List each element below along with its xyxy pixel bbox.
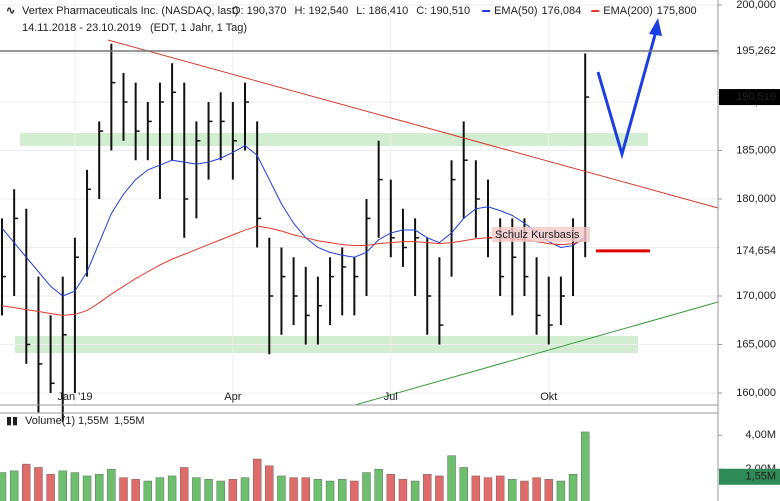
ema-line bbox=[1, 145, 586, 297]
arrowhead bbox=[649, 18, 662, 36]
legend-value: 176,084 bbox=[542, 5, 582, 17]
arrow bbox=[596, 23, 660, 160]
level-label: 174,654 bbox=[736, 245, 776, 257]
y-tick-label: 185,000 bbox=[736, 144, 776, 156]
volume-bar bbox=[471, 475, 481, 501]
annotation: Schulz Kursbasis bbox=[495, 229, 580, 241]
volume-bar bbox=[94, 474, 104, 501]
y-tick-label: 165,000 bbox=[736, 338, 776, 350]
volume-bar bbox=[119, 477, 128, 501]
volume-bar bbox=[216, 480, 225, 501]
volume-bar bbox=[204, 479, 213, 501]
volume-header: 1,55M bbox=[78, 415, 109, 427]
quote: C: 190,510 bbox=[416, 5, 470, 17]
volume-bar bbox=[252, 458, 262, 501]
volume-bar bbox=[228, 479, 238, 501]
x-tick-label: Okt bbox=[540, 391, 557, 403]
volume-bar bbox=[143, 480, 153, 501]
level-label: 190,510 bbox=[736, 91, 776, 103]
volume-bar bbox=[325, 480, 335, 501]
legend-swatch bbox=[591, 10, 600, 12]
volume-bar bbox=[289, 477, 298, 501]
volume-bar bbox=[398, 479, 408, 501]
x-tick-label: Jul bbox=[384, 391, 398, 403]
trendline bbox=[354, 301, 719, 406]
volume-bar bbox=[447, 455, 456, 501]
volume-bar bbox=[483, 477, 493, 501]
level-box bbox=[719, 42, 780, 59]
y-tick-label: 170,000 bbox=[736, 290, 776, 302]
zone bbox=[20, 133, 648, 146]
volume-bar bbox=[0, 472, 7, 501]
volume-bar bbox=[386, 474, 395, 501]
date-range: 14.11.2018 - 23.10.2019 bbox=[22, 22, 141, 34]
volume-bar bbox=[581, 431, 590, 501]
volume-bar bbox=[265, 465, 274, 501]
logo: ∿ bbox=[6, 5, 15, 17]
volume-bar bbox=[495, 475, 505, 501]
y-tick-label: 200,000 bbox=[736, 0, 776, 11]
volume-bar bbox=[532, 477, 541, 501]
level-box bbox=[719, 242, 780, 259]
legend-swatch bbox=[482, 10, 491, 12]
volume-bar bbox=[508, 479, 517, 501]
volume-bar bbox=[374, 468, 383, 501]
trendline bbox=[107, 39, 719, 209]
volume-bar bbox=[301, 477, 310, 501]
annotation-box bbox=[492, 227, 590, 242]
volume-title: Volume(1) bbox=[25, 415, 75, 427]
volume-icon: ▮▮ bbox=[6, 415, 18, 427]
volume-bar bbox=[313, 479, 323, 501]
volume-bar bbox=[277, 475, 286, 501]
volume-bar bbox=[70, 472, 80, 501]
volume-bar bbox=[9, 470, 19, 501]
volume-bar bbox=[556, 480, 566, 501]
legend-value: 175,800 bbox=[657, 5, 697, 17]
ema-line bbox=[1, 225, 586, 316]
volume-bar bbox=[167, 475, 177, 501]
legend-label: EMA(50) bbox=[494, 5, 537, 17]
volume-bar bbox=[34, 467, 43, 501]
volume-bar bbox=[240, 477, 250, 501]
x-tick-label: Apr bbox=[224, 391, 241, 403]
chart-title: Vertex Pharmaceuticals Inc. (NASDAQ, las… bbox=[22, 5, 238, 17]
volume-bar bbox=[82, 475, 92, 501]
session: (EDT, 1 Jahr, 1 Tag) bbox=[150, 22, 247, 34]
volume-bar bbox=[350, 480, 359, 501]
y-tick-label: 160,000 bbox=[736, 387, 776, 399]
volume-header: 1,55M bbox=[114, 415, 145, 427]
level-box bbox=[719, 468, 780, 485]
quote: L: 186,410 bbox=[356, 5, 408, 17]
volume-bar bbox=[423, 474, 432, 501]
level-label: 1,55M bbox=[745, 471, 776, 483]
volume-bar bbox=[459, 467, 468, 501]
volume-bar bbox=[435, 475, 444, 501]
volume-bar bbox=[107, 468, 116, 501]
volume-bar bbox=[362, 472, 371, 501]
volume-bar bbox=[544, 479, 553, 501]
volume-bar bbox=[520, 480, 529, 501]
level-box bbox=[719, 89, 780, 106]
volume-bar bbox=[192, 477, 201, 501]
quote: H: 192,540 bbox=[294, 5, 348, 17]
volume-bar bbox=[410, 480, 420, 501]
volume-bar bbox=[46, 474, 55, 501]
volume-bar bbox=[180, 467, 189, 501]
volume-bar bbox=[155, 477, 165, 501]
volume-bar bbox=[58, 470, 67, 501]
legend-label: EMA(200) bbox=[603, 5, 653, 17]
y-tick-label: 4,00M bbox=[745, 429, 776, 441]
volume-bar bbox=[22, 463, 31, 501]
volume-bar bbox=[338, 479, 347, 501]
volume-bar bbox=[131, 479, 140, 501]
x-tick-label: Jan '19 bbox=[57, 391, 92, 403]
y-tick-label: 180,000 bbox=[736, 193, 776, 205]
level-label: 195,262 bbox=[736, 45, 776, 57]
quote: O: 190,370 bbox=[232, 5, 286, 17]
volume-bar bbox=[568, 474, 578, 501]
